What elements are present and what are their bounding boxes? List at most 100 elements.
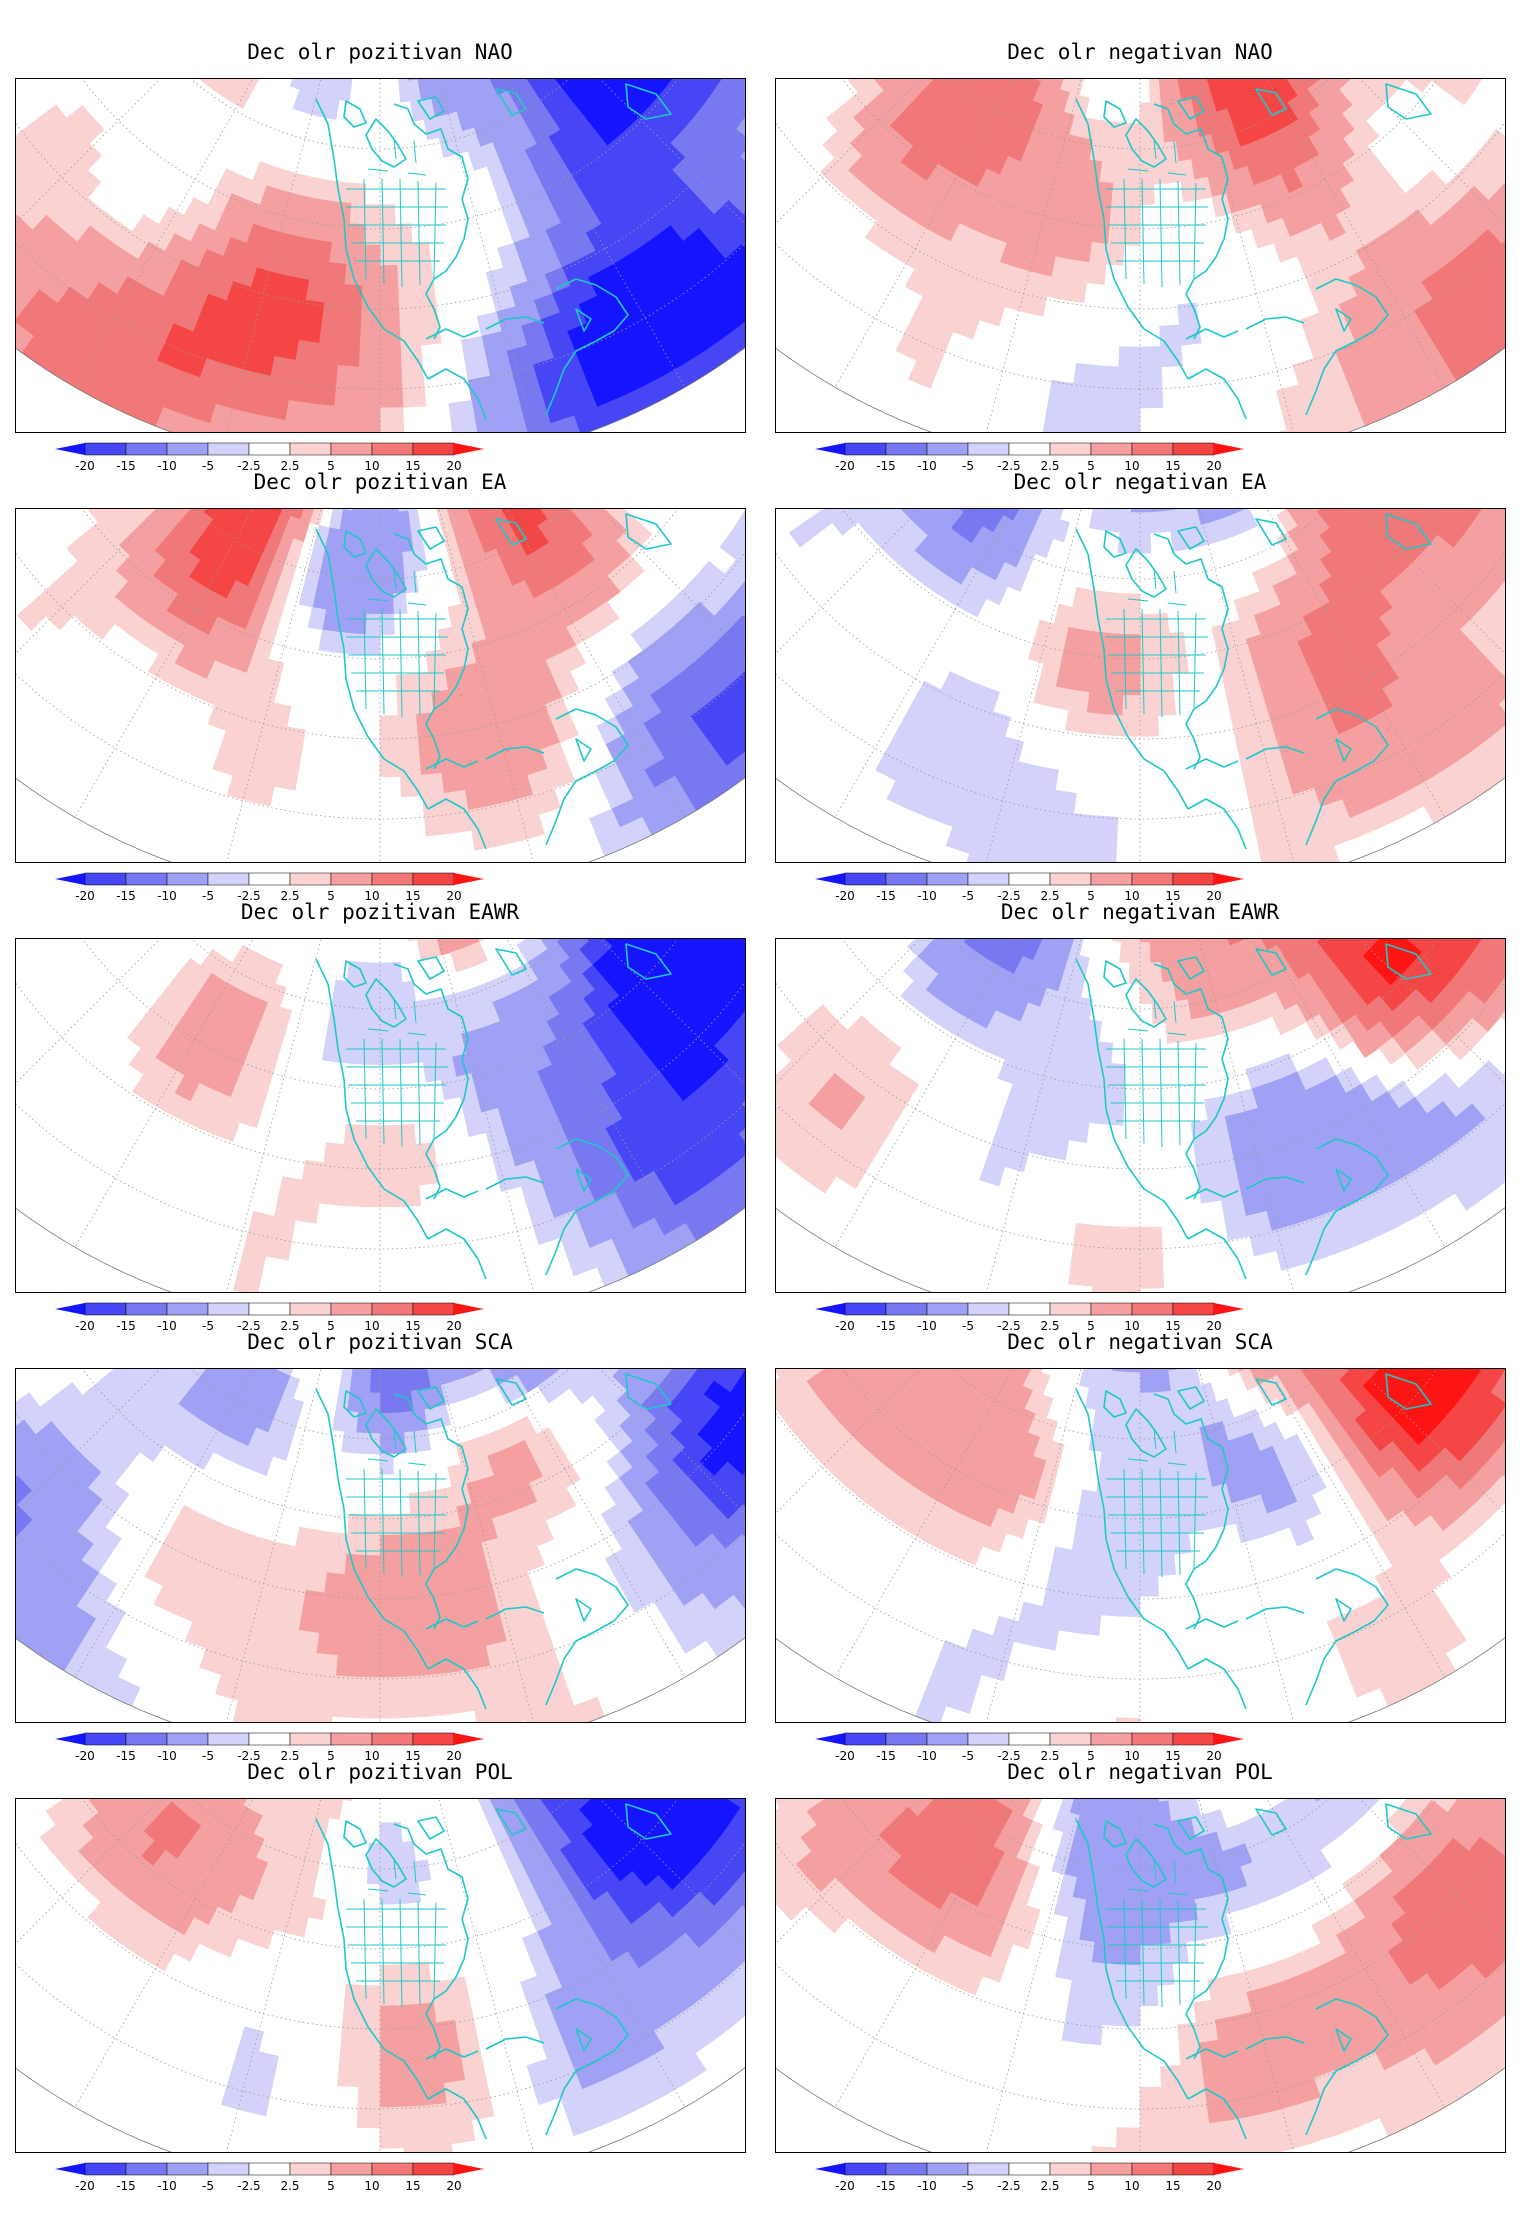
- coastline: [427, 368, 487, 420]
- anomaly-cell: [1044, 399, 1072, 425]
- anomaly-cell: [735, 113, 745, 143]
- anomaly-cell: [1065, 709, 1087, 734]
- anomaly-cell: [307, 606, 327, 631]
- coastline: [425, 758, 479, 770]
- coastline: [417, 96, 445, 120]
- anomaly-cell: [1168, 631, 1187, 655]
- coastline: [575, 738, 592, 762]
- anomaly-cell: [1093, 385, 1119, 408]
- anomaly-cell: [318, 322, 342, 346]
- anomaly-cell: [363, 224, 381, 246]
- anomaly-cell: [379, 366, 403, 388]
- coastline: [315, 98, 429, 380]
- anomaly-cell: [288, 379, 315, 405]
- anomaly-cell: [413, 262, 434, 285]
- colorbar-arrow-right: [1214, 443, 1244, 455]
- panel-title: Dec olr negativan EA: [1013, 470, 1267, 494]
- anomaly-cell: [1121, 695, 1141, 717]
- anomaly-cell: [16, 274, 40, 306]
- anomaly-cell: [1139, 366, 1163, 388]
- coastline: [425, 198, 469, 340]
- anomaly-cell: [1114, 142, 1129, 165]
- anomaly-cell: [379, 346, 402, 368]
- anomaly-cell: [147, 653, 175, 682]
- anomaly-cell: [379, 715, 400, 737]
- anomaly-cell: [1230, 209, 1253, 234]
- anomaly-cell: [399, 754, 422, 777]
- colorbar-label: 2.5: [280, 459, 299, 473]
- coastline: [1255, 88, 1287, 116]
- anomaly-cell: [16, 304, 46, 337]
- anomaly-cell: [359, 325, 381, 348]
- anomaly-cell: [379, 755, 401, 778]
- coastline: [427, 798, 487, 850]
- colorbar-label: -10: [917, 889, 937, 903]
- state-boundaries: [363, 608, 437, 718]
- anomaly-cell: [1112, 592, 1128, 615]
- anomaly-cell: [1114, 427, 1141, 432]
- anomaly-cell: [1065, 279, 1087, 304]
- state-boundaries: [1106, 188, 1208, 262]
- anomaly-cell: [822, 130, 850, 159]
- anomaly-cell: [66, 534, 94, 562]
- coastline: [1153, 533, 1229, 630]
- anomaly-cell: [1498, 258, 1505, 291]
- anomaly-cell: [1286, 423, 1317, 432]
- colorbar-label: -10: [157, 459, 177, 473]
- coastline: [1075, 98, 1189, 380]
- anomaly-cell: [886, 780, 918, 810]
- anomaly-cell: [179, 415, 210, 432]
- coastline: [545, 708, 629, 846]
- anomaly-cell: [413, 692, 434, 715]
- anomaly-cell: [357, 366, 381, 388]
- anomaly-cell: [398, 80, 411, 103]
- coastline: [1385, 83, 1432, 120]
- colorbar-label: 15: [405, 459, 420, 473]
- olr-anomaly-map: [775, 508, 1506, 863]
- anomaly-cell: [848, 79, 875, 93]
- anomaly-cell: [1499, 141, 1505, 171]
- anomaly-cell: [573, 406, 605, 432]
- panel-title: Dec olr pozitivan EA: [253, 470, 507, 494]
- anomaly-cell: [294, 339, 320, 364]
- colorbar-label: -2.5: [237, 889, 260, 903]
- anomaly-cell: [345, 243, 365, 266]
- colorbar-label: 10: [1124, 889, 1139, 903]
- anomaly-cell: [1107, 223, 1125, 246]
- coastline: [393, 103, 469, 200]
- anomaly-cell: [1139, 512, 1151, 534]
- anomaly-cell: [396, 693, 417, 716]
- anomaly-cell: [1125, 613, 1141, 635]
- coastline: [575, 308, 592, 332]
- anomaly-cell: [1493, 719, 1505, 752]
- anomaly-cell: [550, 415, 581, 432]
- anomaly-cell: [738, 258, 745, 291]
- anomaly-cell: [1123, 224, 1141, 246]
- anomaly-cell: [1310, 845, 1341, 862]
- anomaly-cell: [1033, 682, 1056, 708]
- anomaly-cell: [1017, 845, 1046, 862]
- anomaly-cell: [739, 571, 745, 601]
- anomaly-cell: [335, 365, 360, 388]
- anomaly-cell: [1051, 789, 1077, 814]
- anomaly-cell: [289, 79, 307, 90]
- colorbar: -20 -15 -10 -5 -2.5 2.5 5 10 15 20: [55, 872, 484, 903]
- state-boundaries: [346, 618, 448, 692]
- anomaly-cell: [1125, 183, 1141, 205]
- anomaly-cell: [826, 104, 854, 132]
- anomaly-cell: [1405, 79, 1432, 93]
- anomaly-cell: [1117, 531, 1131, 554]
- anomaly-cell: [740, 509, 745, 530]
- anomaly-cell: [1490, 517, 1505, 545]
- anomaly-cell: [1286, 853, 1317, 862]
- coastline: [1177, 526, 1205, 550]
- anomaly-cell: [1251, 223, 1275, 249]
- anomaly-cell: [354, 572, 369, 595]
- anomaly-cell: [875, 751, 906, 782]
- colorbar-label: 5: [1087, 459, 1095, 473]
- anomaly-cell: [471, 825, 499, 851]
- anomaly-cell: [370, 509, 381, 513]
- anomaly-cell: [1088, 509, 1104, 530]
- anomaly-cell: [1273, 236, 1298, 263]
- coastline: [315, 528, 429, 810]
